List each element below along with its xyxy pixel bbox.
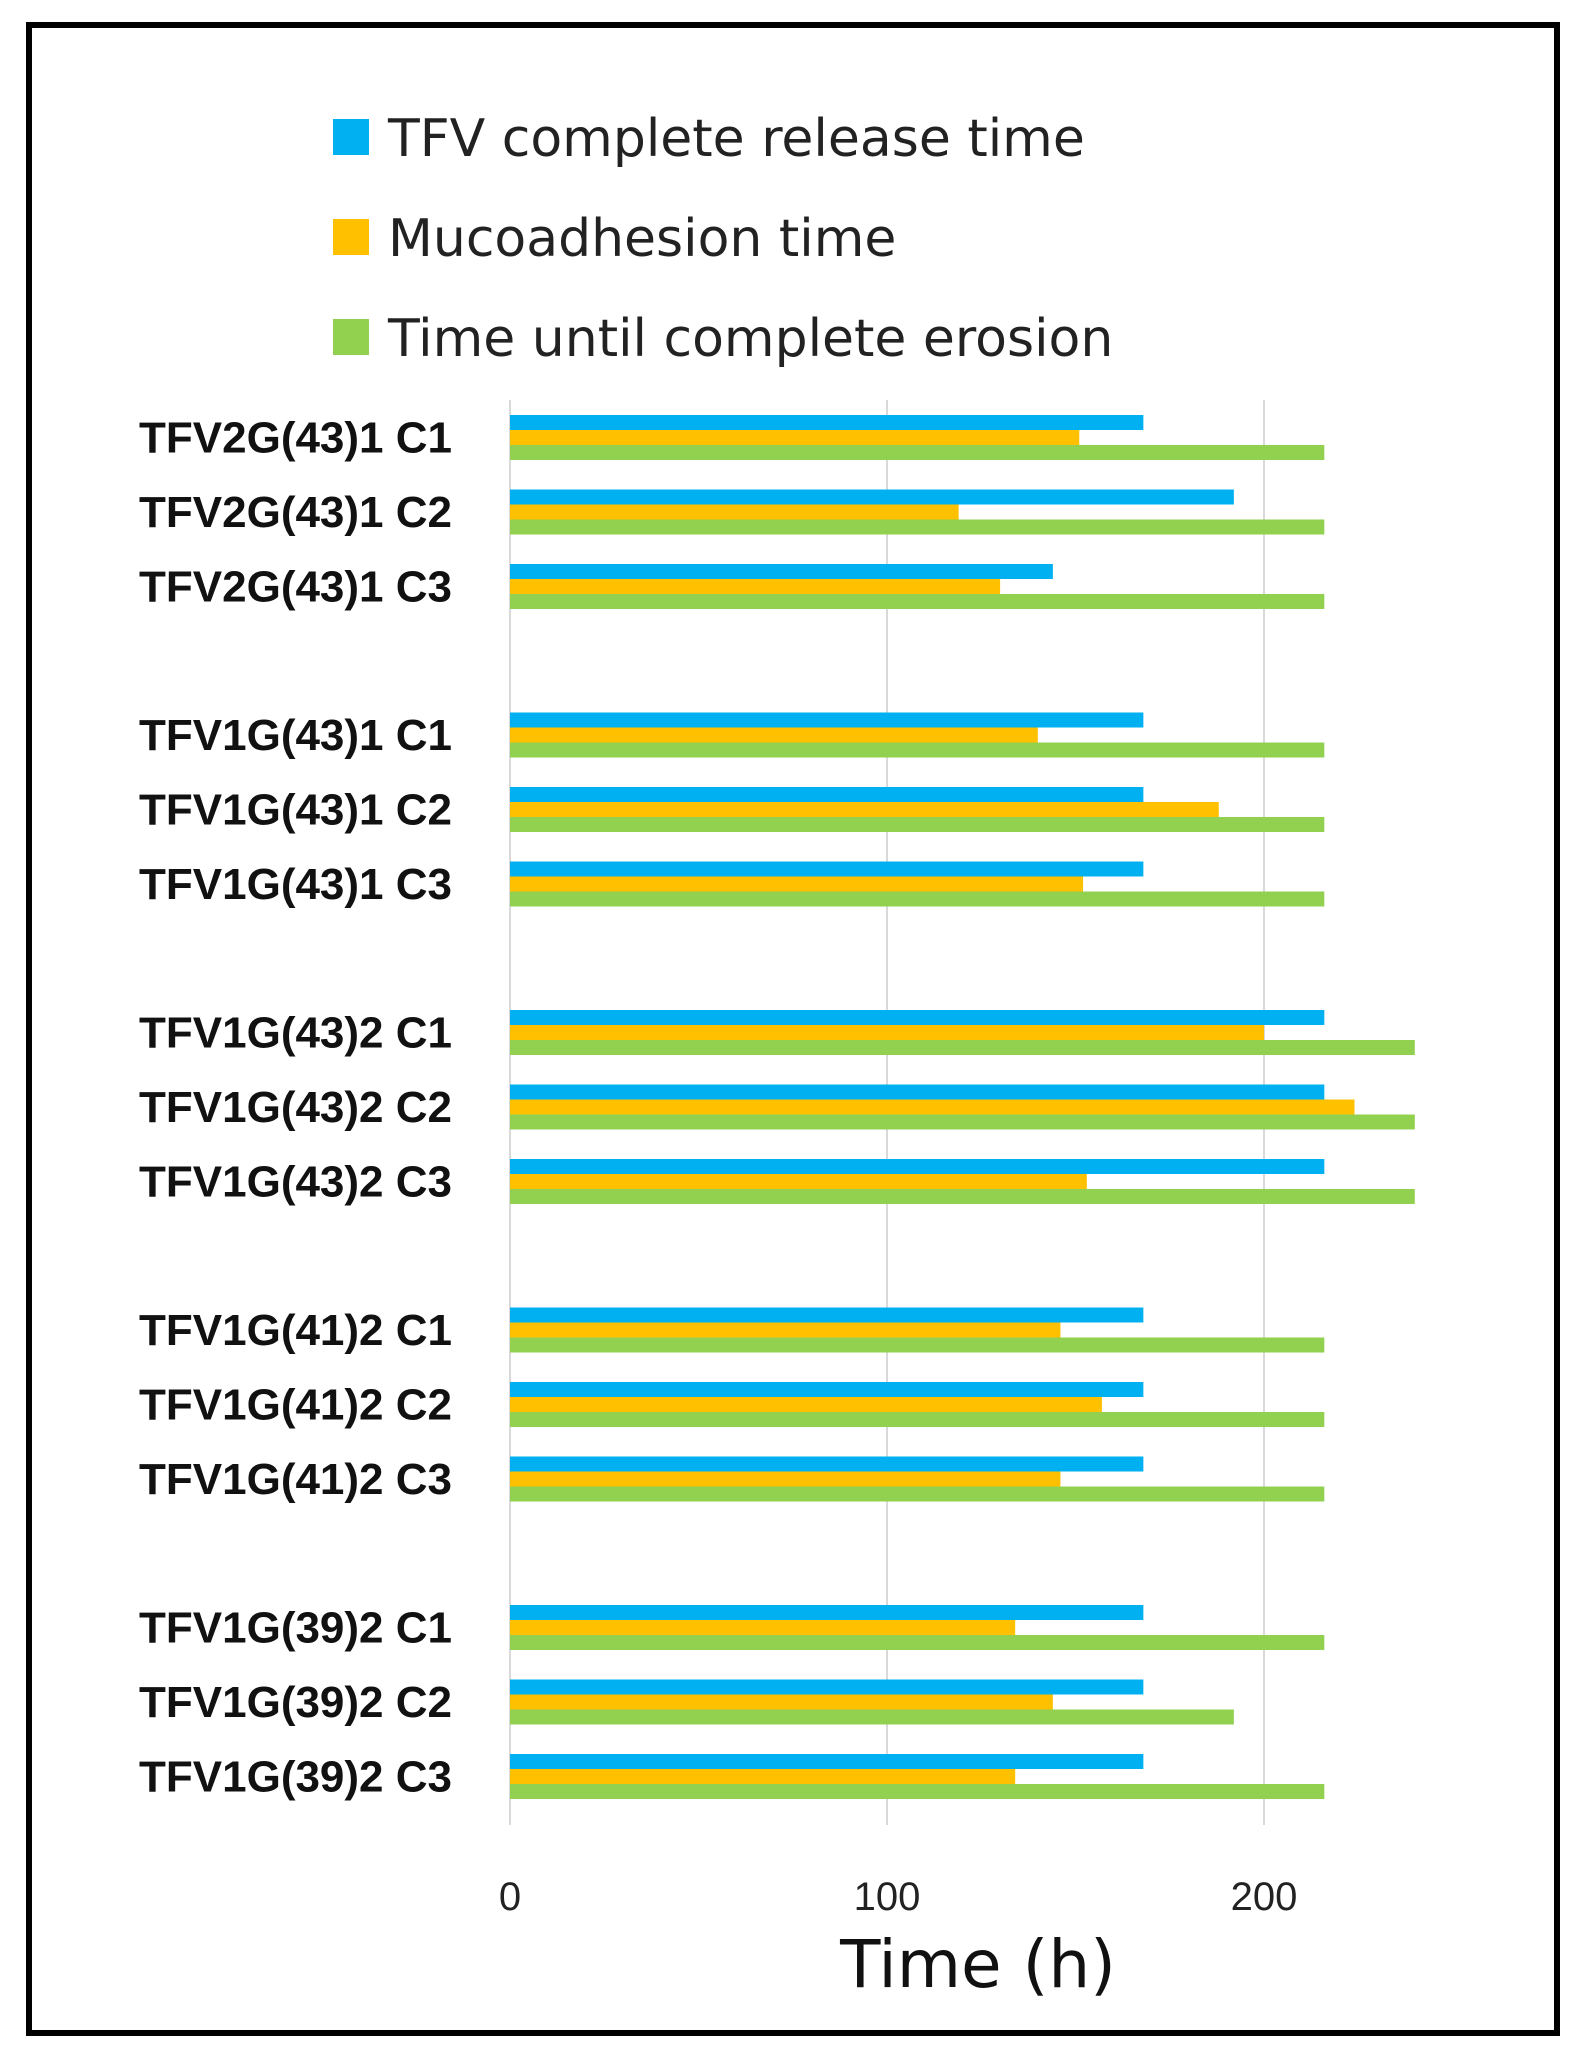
bar-mucoadhesion-time-tfv1g-41-2-c2 (510, 1397, 1102, 1412)
bar-mucoadhesion-time-tfv1g-39-2-c2 (510, 1694, 1053, 1710)
bars (510, 415, 1415, 1799)
legend-swatch-time-until-complete-erosion (333, 319, 369, 355)
x-axis-title: Time (h) (839, 1926, 1116, 2003)
bar-mucoadhesion-time-tfv1g-43-2-c1 (510, 1025, 1264, 1040)
x-tick-labels: 0 100 200 (499, 1875, 1298, 1919)
bar-mucoadhesion-time-tfv1g-43-2-c2 (510, 1099, 1355, 1115)
x-tick-label-100: 100 (854, 1875, 921, 1919)
category-label-tfv2g-43-1-c3: TFV2G(43)1 C3 (139, 563, 452, 612)
bar-time-until-complete-erosion-tfv1g-39-2-c1 (510, 1635, 1325, 1650)
bar-time-until-complete-erosion-tfv2g-43-1-c1 (510, 445, 1325, 460)
bar-time-until-complete-erosion-tfv1g-43-2-c3 (510, 1189, 1415, 1204)
category-label-tfv1g-41-2-c2: TFV1G(41)2 C2 (139, 1381, 452, 1430)
category-label-tfv1g-43-2-c1: TFV1G(43)2 C1 (139, 1009, 452, 1058)
category-labels: TFV2G(43)1 C1 TFV2G(43)1 C2 TFV2G(43)1 C3 T… (139, 414, 452, 1802)
bar-mucoadhesion-time-tfv1g-43-1-c2 (510, 802, 1219, 817)
bar-tfv-complete-release-time-tfv1g-43-2-c1 (510, 1010, 1325, 1025)
x-tick-label-0: 0 (499, 1875, 521, 1919)
bar-tfv-complete-release-time-tfv1g-43-1-c1 (510, 712, 1144, 728)
bar-tfv-complete-release-time-tfv1g-41-2-c1 (510, 1307, 1144, 1323)
category-label-tfv1g-43-2-c2: TFV1G(43)2 C2 (139, 1083, 452, 1132)
bar-mucoadhesion-time-tfv2g-43-1-c2 (510, 504, 959, 520)
bar-time-until-complete-erosion-tfv2g-43-1-c3 (510, 594, 1325, 609)
category-label-tfv1g-43-1-c1: TFV1G(43)1 C1 (139, 711, 452, 760)
bar-time-until-complete-erosion-tfv2g-43-1-c2 (510, 519, 1325, 535)
bar-tfv-complete-release-time-tfv2g-43-1-c3 (510, 564, 1053, 579)
bar-mucoadhesion-time-tfv1g-39-2-c3 (510, 1769, 1016, 1784)
bar-time-until-complete-erosion-tfv1g-43-1-c2 (510, 817, 1325, 832)
legend-swatch-tfv-complete-release-time (333, 119, 369, 155)
bar-mucoadhesion-time-tfv1g-39-2-c1 (510, 1620, 1016, 1635)
bar-mucoadhesion-time-tfv1g-43-2-c3 (510, 1174, 1087, 1189)
bar-time-until-complete-erosion-tfv1g-39-2-c3 (510, 1784, 1325, 1799)
bar-mucoadhesion-time-tfv1g-41-2-c3 (510, 1471, 1061, 1487)
category-label-tfv1g-43-1-c2: TFV1G(43)1 C2 (139, 786, 452, 835)
category-label-tfv1g-41-2-c1: TFV1G(41)2 C1 (139, 1306, 452, 1355)
legend: TFV complete release time Mucoadhesion ti… (333, 109, 1113, 369)
bar-mucoadhesion-time-tfv2g-43-1-c3 (510, 579, 1001, 594)
bar-tfv-complete-release-time-tfv1g-41-2-c2 (510, 1382, 1144, 1397)
bar-time-until-complete-erosion-tfv1g-43-1-c1 (510, 742, 1325, 758)
category-label-tfv1g-39-2-c1: TFV1G(39)2 C1 (139, 1604, 452, 1653)
category-label-tfv1g-43-1-c3: TFV1G(43)1 C3 (139, 860, 452, 909)
bar-tfv-complete-release-time-tfv1g-41-2-c3 (510, 1456, 1144, 1472)
bar-time-until-complete-erosion-tfv1g-41-2-c2 (510, 1412, 1325, 1427)
category-label-tfv1g-39-2-c3: TFV1G(39)2 C3 (139, 1753, 452, 1802)
bar-mucoadhesion-time-tfv1g-41-2-c1 (510, 1322, 1061, 1338)
bar-mucoadhesion-time-tfv2g-43-1-c1 (510, 430, 1080, 445)
bar-time-until-complete-erosion-tfv1g-43-2-c1 (510, 1040, 1415, 1055)
bar-tfv-complete-release-time-tfv1g-39-2-c1 (510, 1605, 1144, 1620)
legend-label-mucoadhesion-time: Mucoadhesion time (388, 209, 896, 269)
bar-tfv-complete-release-time-tfv1g-43-1-c2 (510, 787, 1144, 802)
category-label-tfv1g-43-2-c3: TFV1G(43)2 C3 (139, 1158, 452, 1207)
bar-tfv-complete-release-time-tfv1g-43-1-c3 (510, 861, 1144, 877)
legend-swatch-mucoadhesion-time (333, 219, 369, 255)
x-tick-label-200: 200 (1231, 1875, 1298, 1919)
bar-tfv-complete-release-time-tfv1g-43-2-c2 (510, 1084, 1325, 1100)
legend-label-tfv-complete-release-time: TFV complete release time (387, 109, 1085, 169)
bar-time-until-complete-erosion-tfv1g-41-2-c1 (510, 1337, 1325, 1353)
bar-tfv-complete-release-time-tfv1g-43-2-c3 (510, 1159, 1325, 1174)
bar-time-until-complete-erosion-tfv1g-43-2-c2 (510, 1114, 1415, 1130)
bar-tfv-complete-release-time-tfv1g-39-2-c3 (510, 1754, 1144, 1769)
category-label-tfv2g-43-1-c2: TFV2G(43)1 C2 (139, 488, 452, 537)
category-label-tfv2g-43-1-c1: TFV2G(43)1 C1 (139, 414, 452, 463)
bar-tfv-complete-release-time-tfv2g-43-1-c2 (510, 489, 1234, 505)
bar-time-until-complete-erosion-tfv1g-43-1-c3 (510, 891, 1325, 907)
bar-tfv-complete-release-time-tfv1g-39-2-c2 (510, 1679, 1144, 1695)
bar-time-until-complete-erosion-tfv1g-41-2-c3 (510, 1486, 1325, 1502)
legend-label-time-until-complete-erosion: Time until complete erosion (387, 309, 1113, 369)
bar-mucoadhesion-time-tfv1g-43-1-c3 (510, 876, 1084, 892)
bar-tfv-complete-release-time-tfv2g-43-1-c1 (510, 415, 1144, 430)
bar-mucoadhesion-time-tfv1g-43-1-c1 (510, 727, 1038, 743)
bar-time-until-complete-erosion-tfv1g-39-2-c2 (510, 1709, 1234, 1725)
category-label-tfv1g-41-2-c3: TFV1G(41)2 C3 (139, 1455, 452, 1504)
category-label-tfv1g-39-2-c2: TFV1G(39)2 C2 (139, 1678, 452, 1727)
